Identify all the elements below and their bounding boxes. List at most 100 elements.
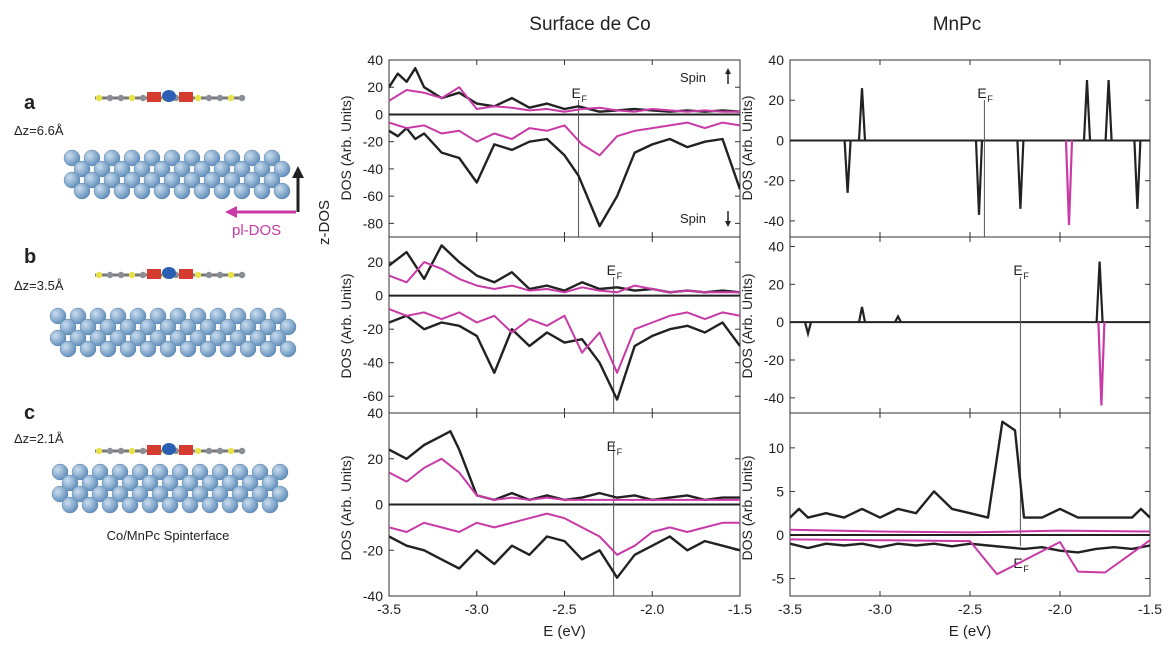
dos-peak xyxy=(1104,80,1113,141)
co-atom xyxy=(279,318,297,336)
panel-left-a: -80 -60 -40 -20 0 20 40 DOS (Arb. Units) E F Spin S… xyxy=(338,52,741,238)
co-atom xyxy=(89,307,107,325)
panel-frame xyxy=(789,236,1151,414)
y-axis-label: DOS (Arb. Units) xyxy=(338,455,354,560)
fermi-sub: F xyxy=(582,94,588,104)
co-atom xyxy=(123,171,141,189)
co-atom xyxy=(251,463,269,481)
co-atom xyxy=(231,463,249,481)
co-atom xyxy=(99,318,117,336)
y-tick-label: 5 xyxy=(776,483,784,499)
dz-label-c: Δz=2.1Å xyxy=(14,431,64,446)
co-atom xyxy=(169,307,187,325)
co-atom xyxy=(159,318,177,336)
x-tick-label: -2.0 xyxy=(640,601,664,617)
pl-dos-series xyxy=(389,261,740,294)
co-atom xyxy=(249,329,267,347)
panel-right-b: -40 -20 0 20 40 DOS (Arb. Units) E F xyxy=(739,236,1151,414)
right-column-title: MnPc xyxy=(933,14,982,35)
co-atom xyxy=(169,329,187,347)
co-atom xyxy=(163,171,181,189)
co-atom xyxy=(89,329,107,347)
dos-peak xyxy=(974,140,984,215)
y-axis-label: DOS (Arb. Units) xyxy=(739,455,755,560)
y-axis-label: DOS (Arb. Units) xyxy=(739,273,755,378)
pl-dos-series xyxy=(389,457,740,501)
co-atom xyxy=(133,160,151,178)
dos-peak xyxy=(894,314,902,323)
fermi-sub: F xyxy=(987,94,993,104)
co-atom xyxy=(273,182,291,200)
co-atom xyxy=(141,474,159,492)
row-label-c: c xyxy=(24,402,35,424)
x-axis-label: E (eV) xyxy=(949,623,992,640)
spin-up-arrowhead xyxy=(725,68,731,74)
co-atom xyxy=(73,182,91,200)
z-dos-series xyxy=(389,126,740,228)
co-atom xyxy=(263,149,281,167)
y-tick-label: 20 xyxy=(367,79,383,95)
co-atom xyxy=(153,160,171,178)
co-atom xyxy=(149,329,167,347)
panel-left-b: -60 -40 -20 0 20 DOS (Arb. Units) E F xyxy=(338,236,741,414)
co-atom xyxy=(271,485,289,503)
fermi-label: E xyxy=(607,438,616,454)
co-atom xyxy=(201,474,219,492)
co-atom xyxy=(153,182,171,200)
co-atom xyxy=(79,318,97,336)
panel-frame xyxy=(789,412,1151,597)
co-atom xyxy=(99,340,117,358)
co-atom xyxy=(253,182,271,200)
panel-left-c: -40 -20 0 20 40 -3.5 -3.0 -2.5 -2.0 -1.5 E (eV) DOS… xyxy=(338,405,752,640)
co-atom xyxy=(49,329,67,347)
co-atom xyxy=(221,496,239,514)
pl-dos-series xyxy=(790,528,1150,534)
y-axis-label: DOS (Arb. Units) xyxy=(739,95,755,200)
dos-peak xyxy=(843,140,852,193)
co-atom xyxy=(203,149,221,167)
y-tick-label: 0 xyxy=(375,106,383,122)
y-tick-label: -60 xyxy=(363,388,383,404)
co-atom xyxy=(51,485,69,503)
fermi-label: E xyxy=(572,85,581,101)
co-atom xyxy=(273,160,291,178)
y-tick-label: 0 xyxy=(375,288,383,304)
co-atom xyxy=(173,160,191,178)
dos-peak xyxy=(1133,140,1142,209)
pl-dos-series xyxy=(790,538,1150,576)
co-atom xyxy=(119,340,137,358)
mnpc-molecule xyxy=(95,267,246,279)
dos-peak xyxy=(857,88,867,141)
co-atom xyxy=(131,485,149,503)
x-tick-label: -3.0 xyxy=(868,601,892,617)
co-atom xyxy=(189,307,207,325)
co-atom xyxy=(219,318,237,336)
co-atom xyxy=(229,307,247,325)
pl-dos-series xyxy=(389,512,740,556)
panel-right-a: -40 -20 0 20 40 DOS (Arb. Units) E F xyxy=(739,52,1151,238)
y-tick-label: -40 xyxy=(363,161,383,177)
y-tick-label: 20 xyxy=(367,254,383,270)
co-atom xyxy=(213,160,231,178)
co-atom xyxy=(129,307,147,325)
co-atom xyxy=(181,496,199,514)
co-atom xyxy=(61,496,79,514)
dos-peak xyxy=(857,306,867,323)
co-atom xyxy=(219,340,237,358)
co-atom xyxy=(171,485,189,503)
x-tick-label: -3.5 xyxy=(377,601,401,617)
z-dos-series xyxy=(790,420,1150,519)
co-atom xyxy=(91,485,109,503)
y-tick-label: -20 xyxy=(363,134,383,150)
y-tick-label: -20 xyxy=(363,542,383,558)
y-tick-label: 0 xyxy=(776,132,784,148)
x-tick-label: -2.0 xyxy=(1048,601,1072,617)
row-label-b: b xyxy=(24,246,36,268)
co-atom xyxy=(161,474,179,492)
co-atom xyxy=(81,474,99,492)
co-atom xyxy=(121,496,139,514)
co-atom xyxy=(93,160,111,178)
co-atom xyxy=(111,485,129,503)
co-atom xyxy=(201,496,219,514)
mnpc-molecule xyxy=(95,443,246,455)
